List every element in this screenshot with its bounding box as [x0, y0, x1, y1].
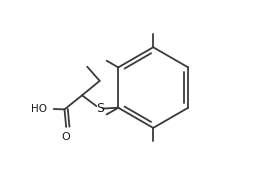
Text: S: S — [96, 102, 104, 115]
Text: HO: HO — [31, 104, 47, 114]
Text: O: O — [62, 131, 70, 142]
